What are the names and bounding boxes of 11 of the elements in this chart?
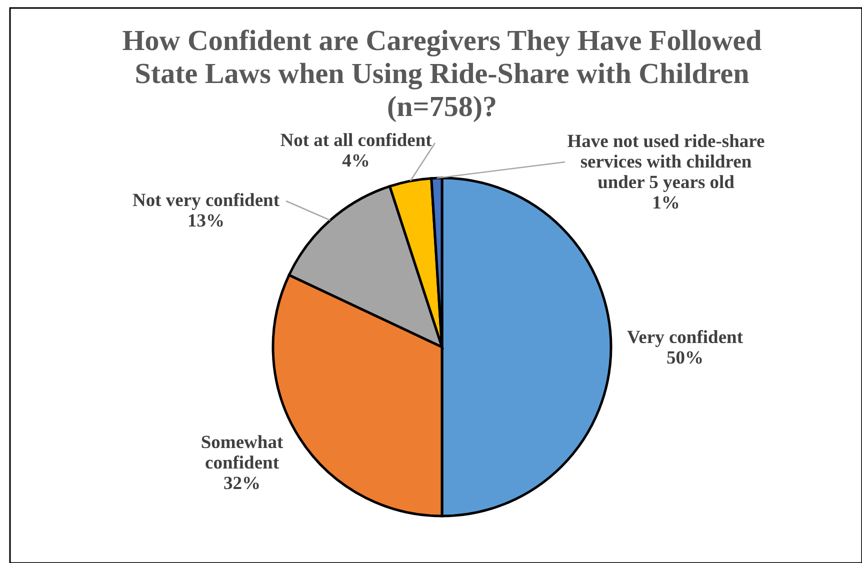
slice-label: Not at all confident [280,131,433,151]
data-label: 32% [224,474,260,494]
data-label: 4% [342,152,370,172]
data-label: 1% [652,194,680,214]
slice-label: Very confident [627,328,744,348]
slice-label: Not very confident [132,191,280,211]
chart-title: How Confident are Caregivers They Have Followed State Laws when Using Ride-Share with Children (n=758)? [122,25,762,123]
slice-label: Somewhat confident [200,433,284,474]
data-label: 50% [666,348,704,368]
data-label: 13% [188,212,224,232]
slice-label: Have not used ride-share services with children under 5 years old [567,132,765,193]
